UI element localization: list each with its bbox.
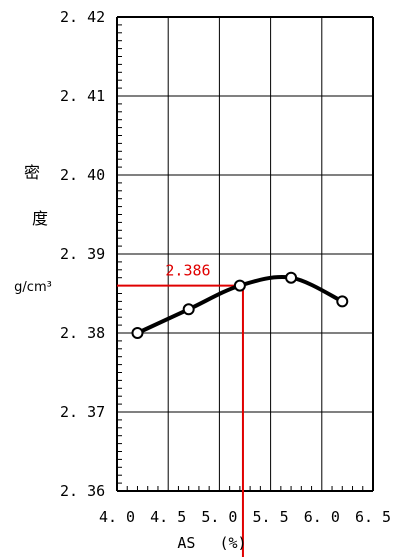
y-tick-label: 2. 41 [60,87,105,105]
x-tick-label: 6. 0 [304,508,340,526]
y-axis-label-char-1: 密 [24,163,40,182]
x-tick-label: 4. 0 [99,508,135,526]
annotation-label: 2.386 [165,262,210,280]
grid [116,16,374,492]
y-tick-label: 2. 36 [60,482,105,500]
data-point [233,279,246,292]
data-points [131,271,349,339]
x-tick-label: 6. 5 [355,508,391,526]
data-point [131,327,144,339]
y-tick-label: 2. 42 [60,8,105,26]
x-axis-label: AS (%) [177,534,246,552]
x-tick-labels: 4. 0 4. 5 5. 0 5. 5 6. 0 6. 5 [99,508,391,526]
y-tick-labels: 2. 36 2. 37 2. 38 2. 39 2. 40 2. 41 2. 42 [60,8,105,500]
y-tick-label: 2. 38 [60,324,105,342]
data-point [285,271,298,284]
data-point [182,303,195,316]
y-tick-label: 2. 39 [60,245,105,263]
y-tick-label: 2. 37 [60,403,105,421]
y-tick-label: 2. 40 [60,166,105,184]
data-point [336,295,349,308]
annotation: 2.386 [117,262,244,557]
y-axis-label-char-2: 度 [32,209,48,228]
y-axis-unit: g/cm³ [14,280,52,295]
x-tick-label: 5. 5 [253,508,289,526]
x-tick-label: 5. 0 [201,508,237,526]
minor-ticks [117,24,364,491]
x-tick-label: 4. 5 [150,508,186,526]
